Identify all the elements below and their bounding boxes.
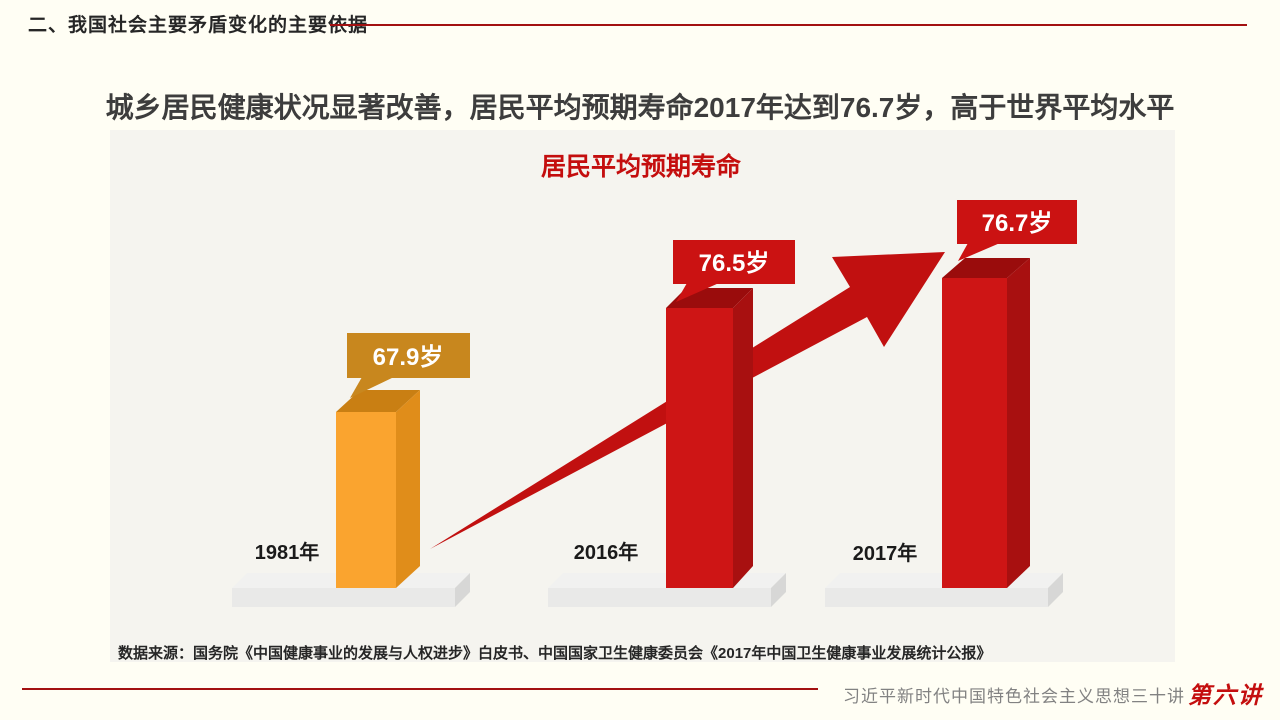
platform-front-face [232,588,455,607]
bar-top-face [336,390,420,412]
callout-box [347,333,470,378]
callout-2017: 76.7岁 [957,200,1077,261]
data-label-1981: 67.9岁 [373,343,444,371]
bar-side-face [1007,258,1030,588]
platform-front-face [548,588,771,607]
footer-course-title: 习近平新时代中国特色社会主义思想三十讲 [843,687,1185,706]
bar-side-face [396,390,420,588]
bar-1981 [336,390,420,588]
bar-front-face [666,308,733,588]
bar-front-face [336,412,396,588]
callout-tail [958,243,1000,261]
footer-divider-line [22,688,818,690]
platform-side-face [771,573,786,607]
bar-side-face [733,288,753,588]
category-label-2016: 2016年 [574,540,639,564]
category-label-2017: 2017年 [853,541,918,565]
chart-panel: 居民平均预期寿命 [110,130,1175,662]
data-source-note: 数据来源：国务院《中国健康事业的发展与人权进步》白皮书、中国国家卫生健康委员会《… [118,645,992,662]
bar-2017 [942,258,1030,588]
bar-2016 [666,288,753,588]
callout-box [673,240,795,284]
platform-front-face [825,588,1048,607]
footer-lecture-badge: 第六讲 [1188,682,1263,709]
callout-box [957,200,1077,244]
callout-tail [350,377,394,398]
platform-side-face [1048,573,1063,607]
life-expectancy-chart: 居民平均预期寿命 [232,152,1077,607]
chart-title: 居民平均预期寿命 [541,152,742,181]
header-divider-line [330,24,1247,26]
slide-title: 城乡居民健康状况显著改善，居民平均预期寿命2017年达到76.7岁，高于世界平均… [105,92,1175,123]
data-label-2016: 76.5岁 [699,249,770,277]
section-title: 二、我国社会主要矛盾变化的主要依据 [28,15,369,36]
callout-2016: 76.5岁 [673,240,795,302]
bar-front-face [942,278,1007,588]
data-label-2017: 76.7岁 [982,209,1053,237]
category-label-1981: 1981年 [255,540,320,564]
callout-tail [676,283,719,302]
platform-side-face [455,573,470,607]
callout-1981: 67.9岁 [347,333,470,398]
bar-top-face [942,258,1030,278]
